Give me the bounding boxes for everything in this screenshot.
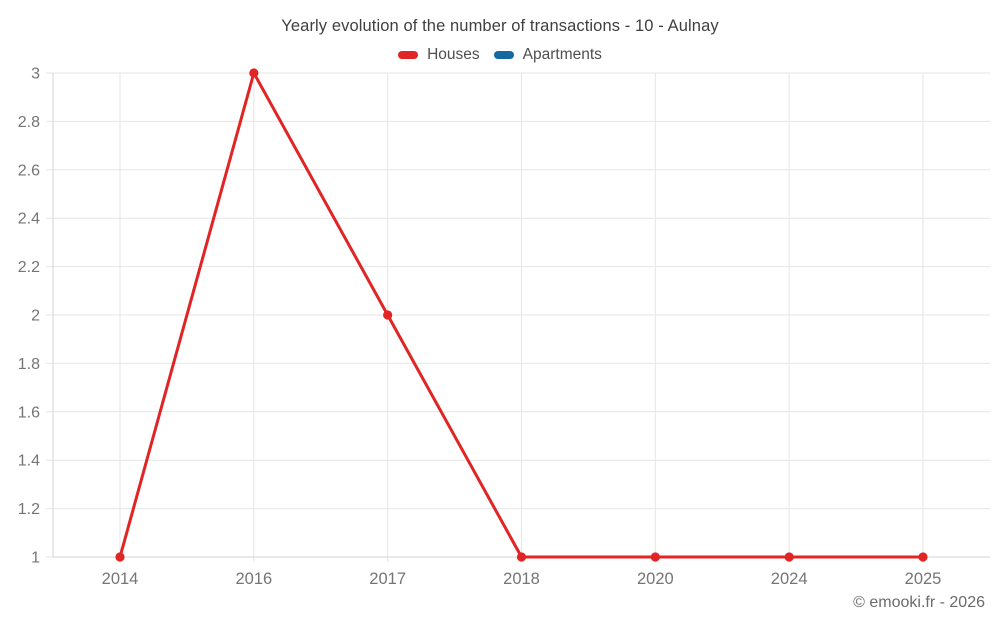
y-tick-label: 2.8 (18, 114, 40, 131)
y-tick-label: 1 (31, 550, 40, 567)
data-point-houses (383, 310, 393, 320)
legend-item-apartments[interactable]: Apartments (493, 46, 602, 64)
y-tick-label: 1.4 (18, 453, 40, 470)
data-point-houses (115, 552, 125, 562)
y-tick-label: 3 (31, 66, 40, 83)
data-point-houses (650, 552, 660, 562)
chart-title: Yearly evolution of the number of transa… (281, 17, 719, 35)
y-tick-label: 2.2 (18, 259, 40, 276)
y-tick-label: 2.4 (18, 211, 40, 228)
data-point-houses (249, 68, 259, 78)
data-point-houses (784, 552, 794, 562)
y-tick-label: 1.8 (18, 356, 40, 373)
data-point-houses (918, 552, 928, 562)
y-tick-label: 2.6 (18, 162, 40, 179)
x-tick-label: 2025 (905, 570, 942, 588)
apartments-swatch-icon (493, 51, 514, 59)
y-tick-label: 1.2 (18, 501, 40, 518)
x-tick-label: 2024 (771, 570, 808, 588)
data-point-houses (516, 552, 527, 562)
copyright-text: © emooki.fr - 2026 (853, 594, 985, 611)
y-tick-label: 1.6 (18, 404, 40, 421)
x-tick-label: 2016 (235, 570, 272, 588)
legend-label-apartments: Apartments (522, 46, 602, 63)
x-tick-label: 2020 (637, 570, 674, 588)
legend-label-houses: Houses (427, 46, 480, 63)
x-tick-label: 2014 (102, 570, 139, 588)
x-tick-label: 2018 (503, 570, 540, 588)
x-tick-label: 2017 (369, 570, 406, 588)
legend-item-houses[interactable]: Houses (398, 46, 480, 64)
legend: Houses Apartments (0, 46, 1000, 64)
y-tick-label: 2 (31, 308, 40, 325)
houses-swatch-icon (398, 51, 419, 59)
